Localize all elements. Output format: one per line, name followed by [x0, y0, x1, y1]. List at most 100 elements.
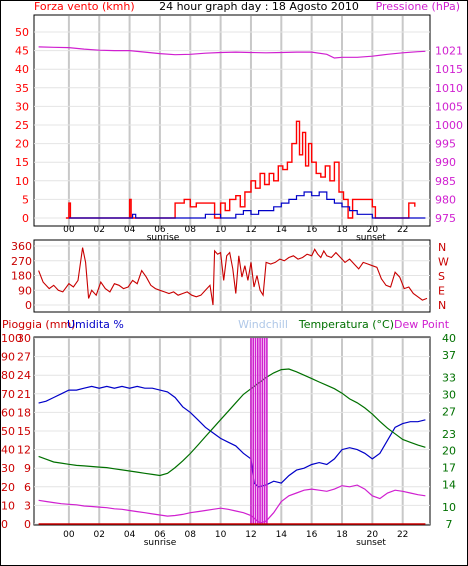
rain-y-tick-label: 21 [17, 388, 31, 401]
wind-y-tick-label: 30 [15, 100, 29, 113]
temperature-y-tick-label: 30 [442, 388, 456, 401]
wind-plot-frame [33, 14, 431, 227]
temperature-y-tick-label: 27 [442, 405, 456, 418]
humidity-y-tick-label: 30 [1, 462, 15, 475]
wind-y-tick-label: 20 [15, 138, 29, 151]
compass-label: N [438, 299, 446, 312]
rain-y-tick-label: 0 [24, 518, 31, 531]
x-tick-label: 04 [124, 225, 136, 235]
temperature-y-tick-label: 37 [442, 349, 456, 362]
rain-y-tick-label: 18 [17, 406, 31, 419]
wind-y-tick-label: 40 [15, 63, 29, 76]
x-tick-label: 08 [185, 530, 197, 540]
sunset-label: sunset [356, 233, 386, 243]
x-tick-label: 16 [306, 530, 318, 540]
wind-y-tick-label: 0 [22, 212, 29, 225]
x-tick-label: 02 [94, 225, 105, 235]
compass-label: W [438, 256, 449, 269]
direction-y-tick-label: 180 [11, 270, 32, 283]
humidity-y-tick-label: 80 [1, 369, 15, 382]
rain-y-tick-label: 27 [17, 351, 31, 364]
direction-y-tick-label: 0 [25, 299, 32, 312]
humidity-y-tick-label: 90 [1, 351, 15, 364]
wind-gust-line [65, 120, 416, 219]
wind-pressure-chart: Forza vento (kmh) 24 hour graph day : 18… [15, 0, 463, 243]
direction-series [38, 247, 428, 306]
pressure-y-tick-label: 1000 [435, 119, 463, 132]
rain-y-tick-label: 12 [17, 444, 31, 457]
humidity-y-tick-label: 50 [1, 425, 15, 438]
temperature-y-tick-label: 20 [442, 445, 456, 458]
x-tick-label: 12 [245, 530, 256, 540]
pressure-y-tick-label: 1015 [435, 63, 463, 76]
humidity-y-tick-label: 40 [1, 444, 15, 457]
pressure-y-tick-label: 990 [435, 156, 456, 169]
x-tick-label: 00 [63, 530, 75, 540]
x-tick-label: 16 [306, 225, 318, 235]
x-tick-label: 12 [245, 225, 256, 235]
pressure-y-tick-label: 975 [435, 212, 456, 225]
pressure-axis-title: Pressione (hPa) [376, 0, 460, 13]
humidity-axis-title: Umidita % [67, 318, 124, 331]
wind-series [38, 46, 426, 219]
humidity-y-tick-label: 70 [1, 388, 15, 401]
wind-y-tick-label: 45 [15, 45, 29, 58]
pressure-y-tick-label: 1005 [435, 100, 463, 113]
temperature-y-tick-label: 33 [442, 371, 456, 384]
pressure-y-tick-label: 985 [435, 175, 456, 188]
x-tick-label: 18 [336, 530, 348, 540]
x-tick-label: 22 [397, 530, 408, 540]
temperature-y-tick-label: 7 [446, 518, 453, 531]
wind-y-tick-label: 25 [15, 119, 29, 132]
pressure-line [38, 46, 426, 59]
wind-y-tick-label: 5 [22, 193, 29, 206]
direction-y-tick-label: 90 [18, 284, 32, 297]
compass-label: N [438, 241, 446, 254]
temperature-y-tick-label: 17 [442, 462, 456, 475]
sunrise-label: sunrise [147, 233, 180, 243]
wind-y-tick-label: 15 [15, 156, 29, 169]
rain-y-tick-label: 6 [24, 481, 31, 494]
temperature-line [38, 368, 426, 477]
pressure-y-tick-label: 995 [435, 138, 456, 151]
dewpoint-line [38, 484, 426, 524]
sunrise-label-bottom: sunrise [144, 538, 177, 548]
pressure-y-tick-label: 1010 [435, 82, 463, 95]
humidity-y-tick-label: 0 [1, 518, 8, 531]
x-tick-label: 22 [397, 225, 408, 235]
x-tick-label: 14 [276, 225, 288, 235]
wind-axes: 0510152025303540455097598098599099510001… [15, 26, 463, 235]
rain-humidity-temperature-chart: Pioggia (mm) Umidita % Windchill Tempera… [1, 318, 456, 548]
humidity-y-tick-label: 10 [1, 499, 15, 512]
x-tick-label: 00 [63, 225, 75, 235]
rain-y-tick-label: 3 [24, 499, 31, 512]
rain-axis-title: Pioggia (mm) [2, 318, 75, 331]
rain-y-tick-label: 9 [24, 462, 31, 475]
x-tick-label: 04 [124, 530, 136, 540]
x-tick-label: 18 [336, 225, 348, 235]
windchill-legend: Windchill [238, 318, 288, 331]
rain-y-tick-label: 15 [17, 425, 31, 438]
temp-series [38, 338, 426, 525]
compass-label: E [438, 285, 445, 298]
x-tick-label: 20 [367, 530, 379, 540]
direction-y-tick-label: 270 [11, 255, 32, 268]
wind-average-line [68, 191, 426, 219]
rain-y-tick-label: 24 [17, 369, 31, 382]
sunset-label-bottom: sunset [356, 538, 386, 548]
humidity-line [38, 385, 426, 488]
pressure-y-tick-label: 980 [435, 193, 456, 206]
temp-axes: 0102030405060708090100036912151821242730… [1, 332, 456, 540]
x-tick-label: 14 [276, 530, 288, 540]
humidity-y-tick-label: 20 [1, 481, 15, 494]
chart-title: 24 hour graph day : 18 Agosto 2010 [159, 0, 359, 13]
pressure-y-tick-label: 1021 [435, 45, 463, 58]
x-tick-label: 02 [94, 530, 105, 540]
x-tick-label: 06 [154, 225, 166, 235]
direction-y-tick-label: 360 [11, 240, 32, 253]
temperature-y-tick-label: 14 [442, 479, 456, 492]
x-tick-label: 20 [367, 225, 379, 235]
